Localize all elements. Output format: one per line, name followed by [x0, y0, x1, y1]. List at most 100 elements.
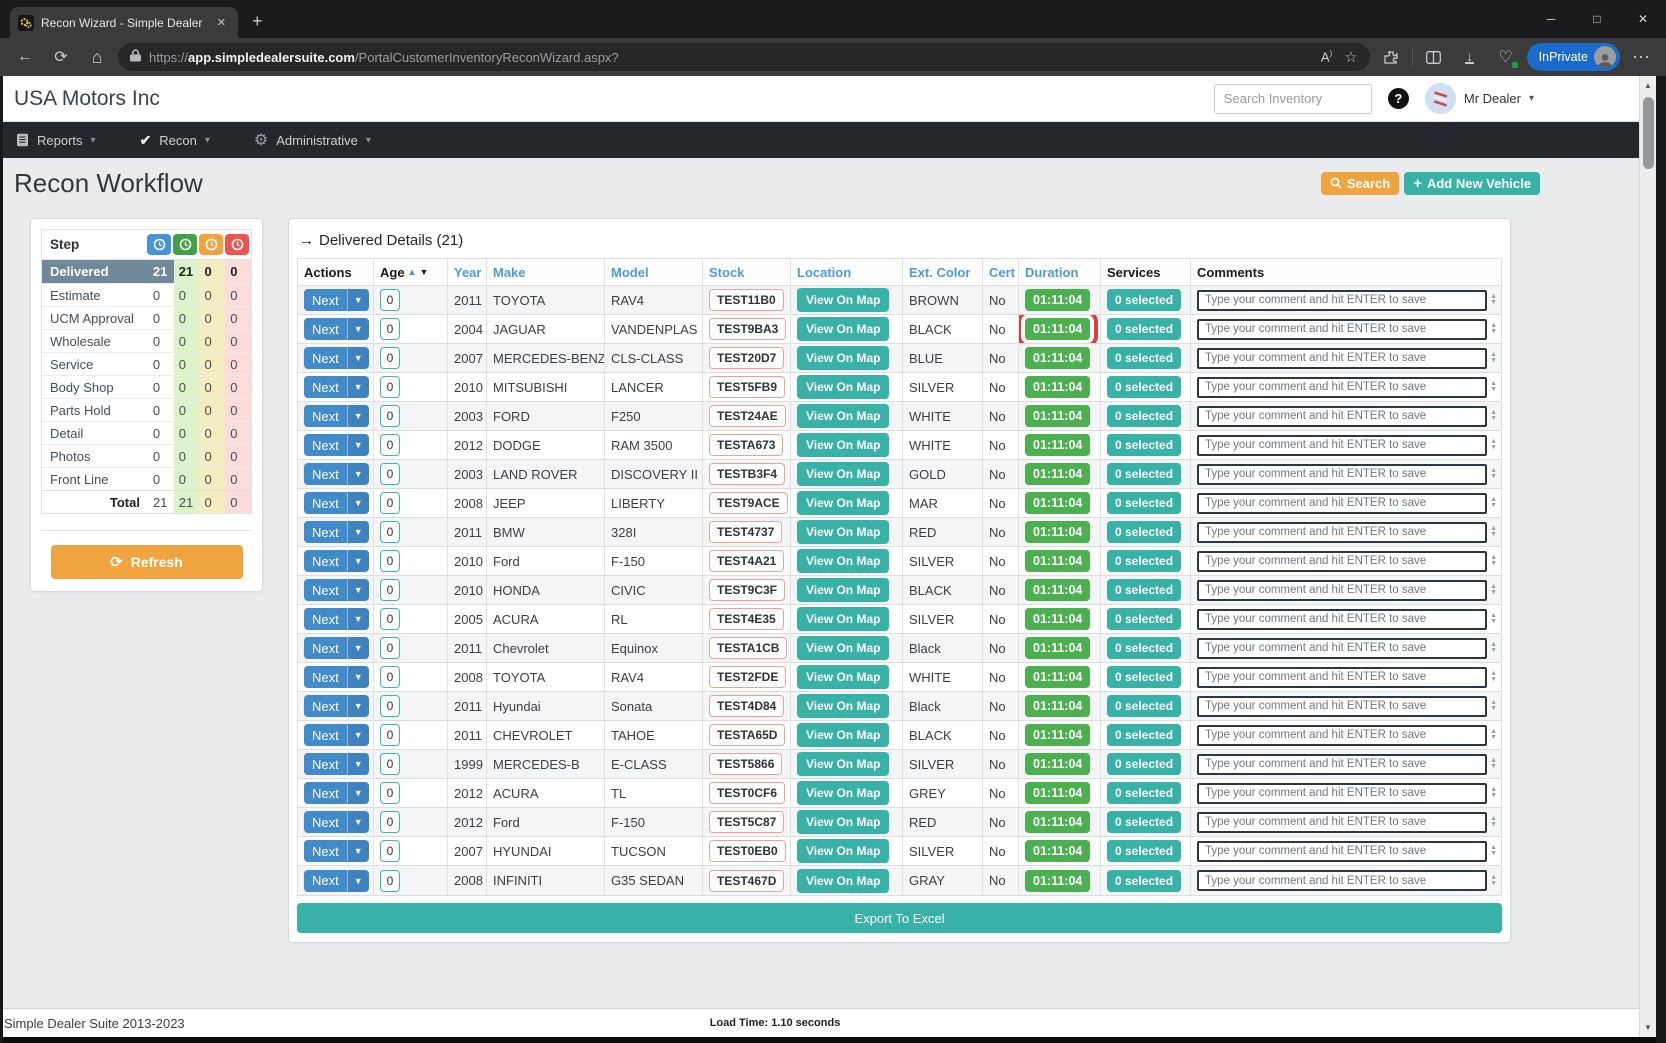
view-on-map-button[interactable]: View On Map — [797, 404, 890, 428]
next-dropdown-caret[interactable]: ▼ — [346, 869, 369, 892]
next-dropdown-caret[interactable]: ▼ — [346, 811, 369, 833]
comment-input[interactable] — [1197, 695, 1488, 717]
view-on-map-button[interactable]: View On Map — [797, 462, 890, 486]
step-row[interactable]: Front Line 0 0 0 0 — [42, 467, 251, 490]
next-button[interactable]: Next ▼ — [304, 579, 369, 601]
comment-spinner[interactable]: ▲ ▼ — [1490, 728, 1497, 741]
reload-icon[interactable]: ⟳ — [54, 49, 68, 66]
next-button[interactable]: Next ▼ — [304, 666, 369, 688]
next-dropdown-caret[interactable]: ▼ — [346, 579, 369, 601]
comment-input[interactable] — [1197, 492, 1488, 514]
services-badge[interactable]: 0 selected — [1107, 782, 1182, 804]
next-button[interactable]: Next ▼ — [304, 376, 369, 398]
col-location[interactable]: Location — [791, 259, 903, 285]
services-badge[interactable]: 0 selected — [1107, 840, 1182, 862]
services-badge[interactable]: 0 selected — [1107, 724, 1182, 746]
services-badge[interactable]: 0 selected — [1107, 579, 1182, 601]
services-badge[interactable]: 0 selected — [1107, 753, 1182, 775]
view-on-map-button[interactable]: View On Map — [797, 375, 890, 399]
step-row[interactable]: UCM Approval 0 0 0 0 — [42, 306, 251, 329]
page-scrollbar[interactable]: ▲ ▼ — [1639, 76, 1656, 1037]
split-screen-icon[interactable] — [1419, 43, 1449, 71]
comment-input[interactable] — [1197, 840, 1488, 862]
home-icon[interactable]: ⌂ — [91, 46, 103, 67]
view-on-map-button[interactable]: View On Map — [797, 578, 890, 602]
user-menu[interactable]: Mr Dealer ▾ — [1424, 83, 1534, 114]
comment-spinner[interactable]: ▲ ▼ — [1490, 525, 1497, 538]
view-on-map-button[interactable]: View On Map — [797, 346, 890, 370]
next-dropdown-caret[interactable]: ▼ — [346, 608, 369, 630]
col-stock[interactable]: Stock — [703, 259, 791, 285]
comment-spinner[interactable]: ▲ ▼ — [1490, 293, 1497, 306]
comment-spinner[interactable]: ▲ ▼ — [1490, 670, 1497, 683]
view-on-map-button[interactable]: View On Map — [797, 288, 890, 312]
sort-asc-icon[interactable]: ▲ — [407, 267, 417, 277]
step-row[interactable]: Total 21 21 0 0 — [42, 490, 252, 513]
col-ext-color[interactable]: Ext. Color — [903, 259, 983, 285]
nav-item-administrative[interactable]: ⚙ Administrative ▾ — [253, 132, 371, 149]
next-button[interactable]: Next ▼ — [304, 637, 369, 659]
step-row[interactable]: Photos 0 0 0 0 — [42, 444, 251, 467]
next-dropdown-caret[interactable]: ▼ — [346, 463, 369, 485]
services-badge[interactable]: 0 selected — [1107, 405, 1182, 427]
comment-spinner[interactable]: ▲ ▼ — [1490, 554, 1497, 567]
comment-input[interactable] — [1197, 463, 1488, 485]
next-dropdown-caret[interactable]: ▼ — [346, 289, 369, 311]
next-dropdown-caret[interactable]: ▼ — [346, 637, 369, 659]
next-dropdown-caret[interactable]: ▼ — [346, 753, 369, 775]
services-badge[interactable]: 0 selected — [1107, 463, 1182, 485]
comment-input[interactable] — [1197, 318, 1488, 340]
step-row[interactable]: Detail 0 0 0 0 — [42, 421, 251, 444]
col-age[interactable]: Age ▲ ▼ — [374, 259, 448, 285]
next-dropdown-caret[interactable]: ▼ — [346, 376, 369, 398]
view-on-map-button[interactable]: View On Map — [797, 694, 890, 718]
address-bar[interactable]: https://app.simpledealersuite.com/Portal… — [118, 43, 1370, 71]
comment-input[interactable] — [1197, 870, 1488, 891]
next-button[interactable]: Next ▼ — [304, 840, 369, 862]
services-badge[interactable]: 0 selected — [1107, 608, 1182, 630]
next-button[interactable]: Next ▼ — [304, 550, 369, 572]
comment-spinner[interactable]: ▲ ▼ — [1490, 438, 1497, 451]
comment-spinner[interactable]: ▲ ▼ — [1490, 351, 1497, 364]
comment-spinner[interactable]: ▲ ▼ — [1490, 322, 1497, 335]
view-on-map-button[interactable]: View On Map — [797, 665, 890, 689]
add-new-vehicle-button[interactable]: + Add New Vehicle — [1404, 171, 1540, 195]
next-dropdown-caret[interactable]: ▼ — [346, 666, 369, 688]
comment-input[interactable] — [1197, 434, 1488, 456]
export-to-excel-button[interactable]: Export To Excel — [297, 903, 1502, 933]
next-button[interactable]: Next ▼ — [304, 434, 369, 456]
comment-spinner[interactable]: ▲ ▼ — [1490, 815, 1497, 828]
extensions-icon[interactable] — [1376, 43, 1406, 71]
services-badge[interactable]: 0 selected — [1107, 492, 1182, 514]
next-dropdown-caret[interactable]: ▼ — [346, 695, 369, 717]
comment-input[interactable] — [1197, 550, 1488, 572]
next-button[interactable]: Next ▼ — [304, 405, 369, 427]
comment-input[interactable] — [1197, 782, 1488, 804]
browser-essentials-icon[interactable]: ♡ — [1491, 43, 1521, 71]
col-duration[interactable]: Duration — [1019, 259, 1101, 285]
new-tab-button[interactable]: + — [252, 11, 263, 31]
next-button[interactable]: Next ▼ — [304, 608, 369, 630]
services-badge[interactable]: 0 selected — [1107, 521, 1182, 543]
back-icon[interactable]: ← — [17, 48, 33, 65]
view-on-map-button[interactable]: View On Map — [797, 520, 890, 544]
comment-spinner[interactable]: ▲ ▼ — [1490, 844, 1497, 857]
next-button[interactable]: Next ▼ — [304, 695, 369, 717]
comment-spinner[interactable]: ▲ ▼ — [1490, 583, 1497, 596]
comment-spinner[interactable]: ▲ ▼ — [1490, 409, 1497, 422]
comment-spinner[interactable]: ▲ ▼ — [1490, 612, 1497, 625]
nav-item-recon[interactable]: ✔ Recon ▾ — [139, 131, 210, 148]
sort-desc-icon[interactable]: ▼ — [419, 267, 429, 277]
services-badge[interactable]: 0 selected — [1107, 289, 1182, 311]
next-dropdown-caret[interactable]: ▼ — [346, 521, 369, 543]
next-dropdown-caret[interactable]: ▼ — [346, 840, 369, 862]
comment-spinner[interactable]: ▲ ▼ — [1490, 874, 1497, 887]
view-on-map-button[interactable]: View On Map — [797, 868, 890, 893]
comment-input[interactable] — [1197, 724, 1488, 746]
view-on-map-button[interactable]: View On Map — [797, 317, 890, 341]
comment-spinner[interactable]: ▲ ▼ — [1490, 699, 1497, 712]
comment-input[interactable] — [1197, 347, 1488, 369]
step-row[interactable]: Wholesale 0 0 0 0 — [42, 329, 251, 352]
next-button[interactable]: Next ▼ — [304, 463, 369, 485]
view-on-map-button[interactable]: View On Map — [797, 810, 890, 834]
